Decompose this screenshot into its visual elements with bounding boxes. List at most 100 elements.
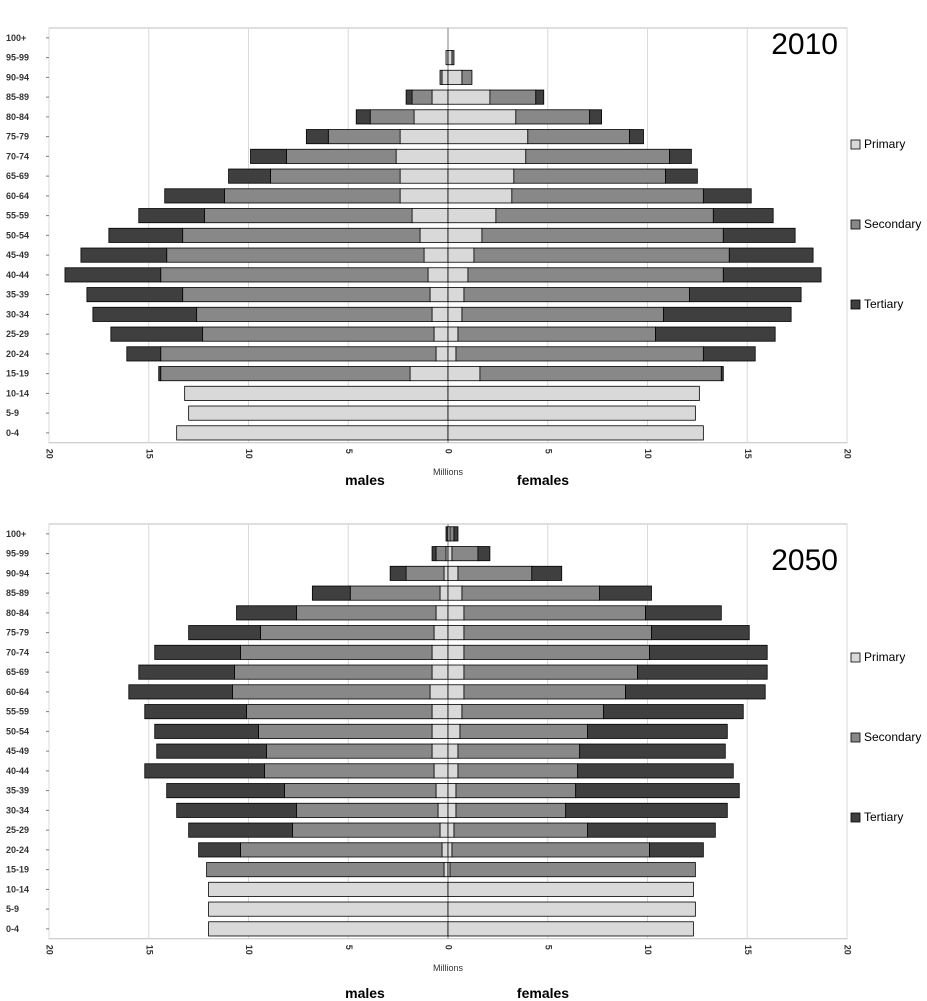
age-group-label: 45-49 [6,250,29,260]
bar-male-primary [411,208,449,224]
bar-male-tertiary [311,585,351,601]
bar-male-tertiary [110,326,204,342]
bar-male-secondary [160,267,429,283]
bar-male-primary [443,565,449,581]
bar-male-secondary [405,565,445,581]
age-group-label: 60-64 [6,687,29,697]
age-group-label: 65-69 [6,171,29,181]
x-tick-label: 20 [45,449,55,459]
bar-male-primary [399,168,449,184]
bar-female-primary [447,802,457,818]
year-label: 2050 [771,544,838,577]
bar-female-primary [447,546,453,562]
bar-male-tertiary [126,346,162,362]
x-tick-label: 0 [444,449,454,454]
bar-female-secondary [463,644,650,660]
bar-male-primary [441,842,449,858]
age-group-label: 50-54 [6,726,29,736]
bar-male-secondary [240,842,443,858]
bar-female-tertiary [688,287,802,303]
bar-male-primary [409,366,449,382]
age-group-label: 5-9 [6,408,19,418]
bar-male-secondary [258,723,433,739]
bar-male-tertiary [236,605,297,621]
age-group-label: 75-79 [6,628,29,638]
age-group-label: 85-89 [6,92,29,102]
bar-female-primary [447,129,529,145]
age-group-label: 80-84 [6,608,29,618]
bar-female-secondary [473,247,730,263]
x-tick-label: 10 [244,449,254,459]
bar-male-primary [435,605,449,621]
bar-female-primary [447,188,513,204]
bar-male-tertiary [198,842,241,858]
age-group-label: 15-19 [6,369,29,379]
bar-female-primary [447,684,465,700]
bar-male-secondary [202,326,435,342]
bar-female-primary [447,783,457,799]
age-group-label: 55-59 [6,707,29,717]
bar-male-tertiary [80,247,168,263]
bar-female-tertiary [625,684,766,700]
age-group-label: 45-49 [6,746,29,756]
bar-female-secondary [457,326,656,342]
bar-male-primary [443,862,449,878]
bar-male-tertiary [250,148,287,164]
bar-female-secondary [461,704,605,720]
age-group-label: 20-24 [6,349,29,359]
bar-male-primary [188,405,449,421]
bar-male-tertiary [158,366,162,382]
bar-male-secondary [182,227,421,243]
bar-female-secondary [461,69,473,85]
bar-female-primary [447,168,515,184]
age-group-label: 10-14 [6,388,29,398]
bar-female-primary [447,69,463,85]
bar-male-tertiary [355,109,371,125]
bar-female-primary [447,148,527,164]
bar-male-secondary [439,69,443,85]
bar-male-secondary [260,625,435,641]
year-label: 2010 [771,28,838,61]
bar-male-primary [441,69,449,85]
x-tick-label: 20 [843,449,853,459]
bar-female-secondary [463,625,652,641]
bar-male-secondary [411,89,433,105]
females-label: females [517,472,569,488]
bar-male-secondary [349,585,441,601]
x-axis-title: Millions [433,963,464,973]
legend-swatch-secondary [850,732,861,743]
age-group-label: 75-79 [6,132,29,142]
legend-swatch-primary [850,652,861,663]
bar-male-primary [399,188,449,204]
age-group-label: 30-34 [6,805,29,815]
bar-female-primary [447,704,463,720]
bar-female-tertiary [663,306,792,322]
bar-female-tertiary [599,585,652,601]
bar-male-primary [435,783,449,799]
bar-female-secondary [515,109,591,125]
males-label: males [345,472,385,488]
x-tick-label: 20 [843,945,853,955]
bar-female-secondary [461,585,601,601]
bar-male-secondary [160,346,437,362]
bar-female-primary [447,901,696,917]
bar-female-primary [447,425,704,441]
age-group-label: 95-99 [6,549,29,559]
bar-male-tertiary [166,783,285,799]
bar-male-secondary [327,129,401,145]
males-label: males [345,985,385,1001]
bar-female-primary [447,664,465,680]
bar-male-tertiary [144,704,247,720]
bar-female-tertiary [589,109,603,125]
bar-female-secondary [463,684,626,700]
x-tick-label: 0 [444,945,454,950]
legend-label-primary: Primary [864,650,905,664]
age-group-label: 20-24 [6,845,29,855]
bar-female-secondary [449,526,455,542]
bar-female-primary [447,109,517,125]
legend-swatch-tertiary [850,299,861,310]
bar-female-primary [447,208,497,224]
x-tick-label: 5 [344,945,354,950]
bar-male-tertiary [389,565,407,581]
bar-male-tertiary [86,287,184,303]
